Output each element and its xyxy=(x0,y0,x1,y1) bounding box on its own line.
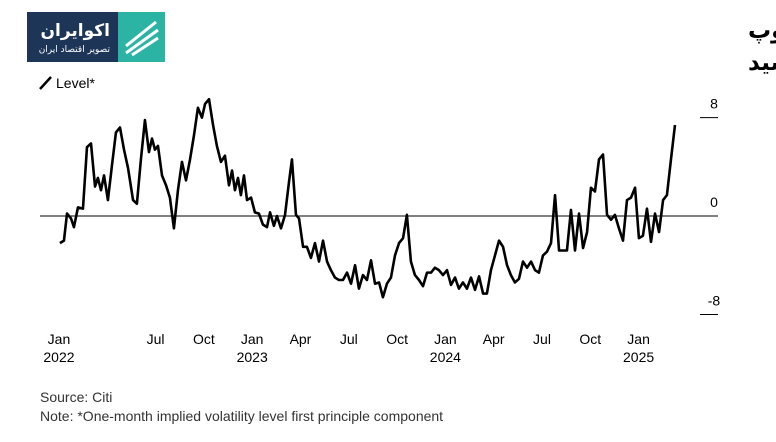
y-tick-label: -8 xyxy=(708,292,721,308)
logo-name: اکوایران xyxy=(41,21,111,41)
x-tick-label: Jan xyxy=(48,331,71,347)
x-year-label: 2023 xyxy=(237,349,268,365)
y-tick-label: 0 xyxy=(710,194,718,210)
x-tick-label: Jan xyxy=(627,331,650,347)
x-tick-label: Jul xyxy=(533,331,551,347)
x-year-label: 2025 xyxy=(623,349,654,365)
x-year-label: 2022 xyxy=(43,349,74,365)
logo-icon xyxy=(118,12,165,62)
y-tick-label: 8 xyxy=(710,96,718,112)
x-tick-label: Oct xyxy=(579,331,601,347)
x-tick-label: Jan xyxy=(434,331,457,347)
x-tick-label: Oct xyxy=(386,331,408,347)
note: Note: *One-month implied volatility leve… xyxy=(40,408,443,424)
x-tick-label: Oct xyxy=(193,331,215,347)
x-tick-label: Jul xyxy=(147,331,165,347)
chart-subtitle: به بالاترین سطح از سال ۲۰۲۲ رسید xyxy=(748,50,776,76)
logo-bg xyxy=(27,12,119,62)
logo: اکوایران تصویر اقتصاد ایران xyxy=(27,12,165,62)
chart-title: شاخص ریسک جهانی سیتی گروپ xyxy=(748,17,776,44)
legend-swatch xyxy=(39,76,52,90)
legend-label: Level* xyxy=(56,75,95,91)
x-tick-label: Jul xyxy=(340,331,358,347)
series-line xyxy=(59,97,677,299)
logo-icon-stripes xyxy=(125,20,159,57)
x-tick-label: Apr xyxy=(290,331,312,347)
x-tick-label: Jan xyxy=(241,331,264,347)
x-tick-label: Apr xyxy=(483,331,505,347)
logo-tagline: تصویر اقتصاد ایران xyxy=(39,45,111,55)
x-year-label: 2024 xyxy=(430,349,461,365)
source: Source: Citi xyxy=(40,389,112,405)
